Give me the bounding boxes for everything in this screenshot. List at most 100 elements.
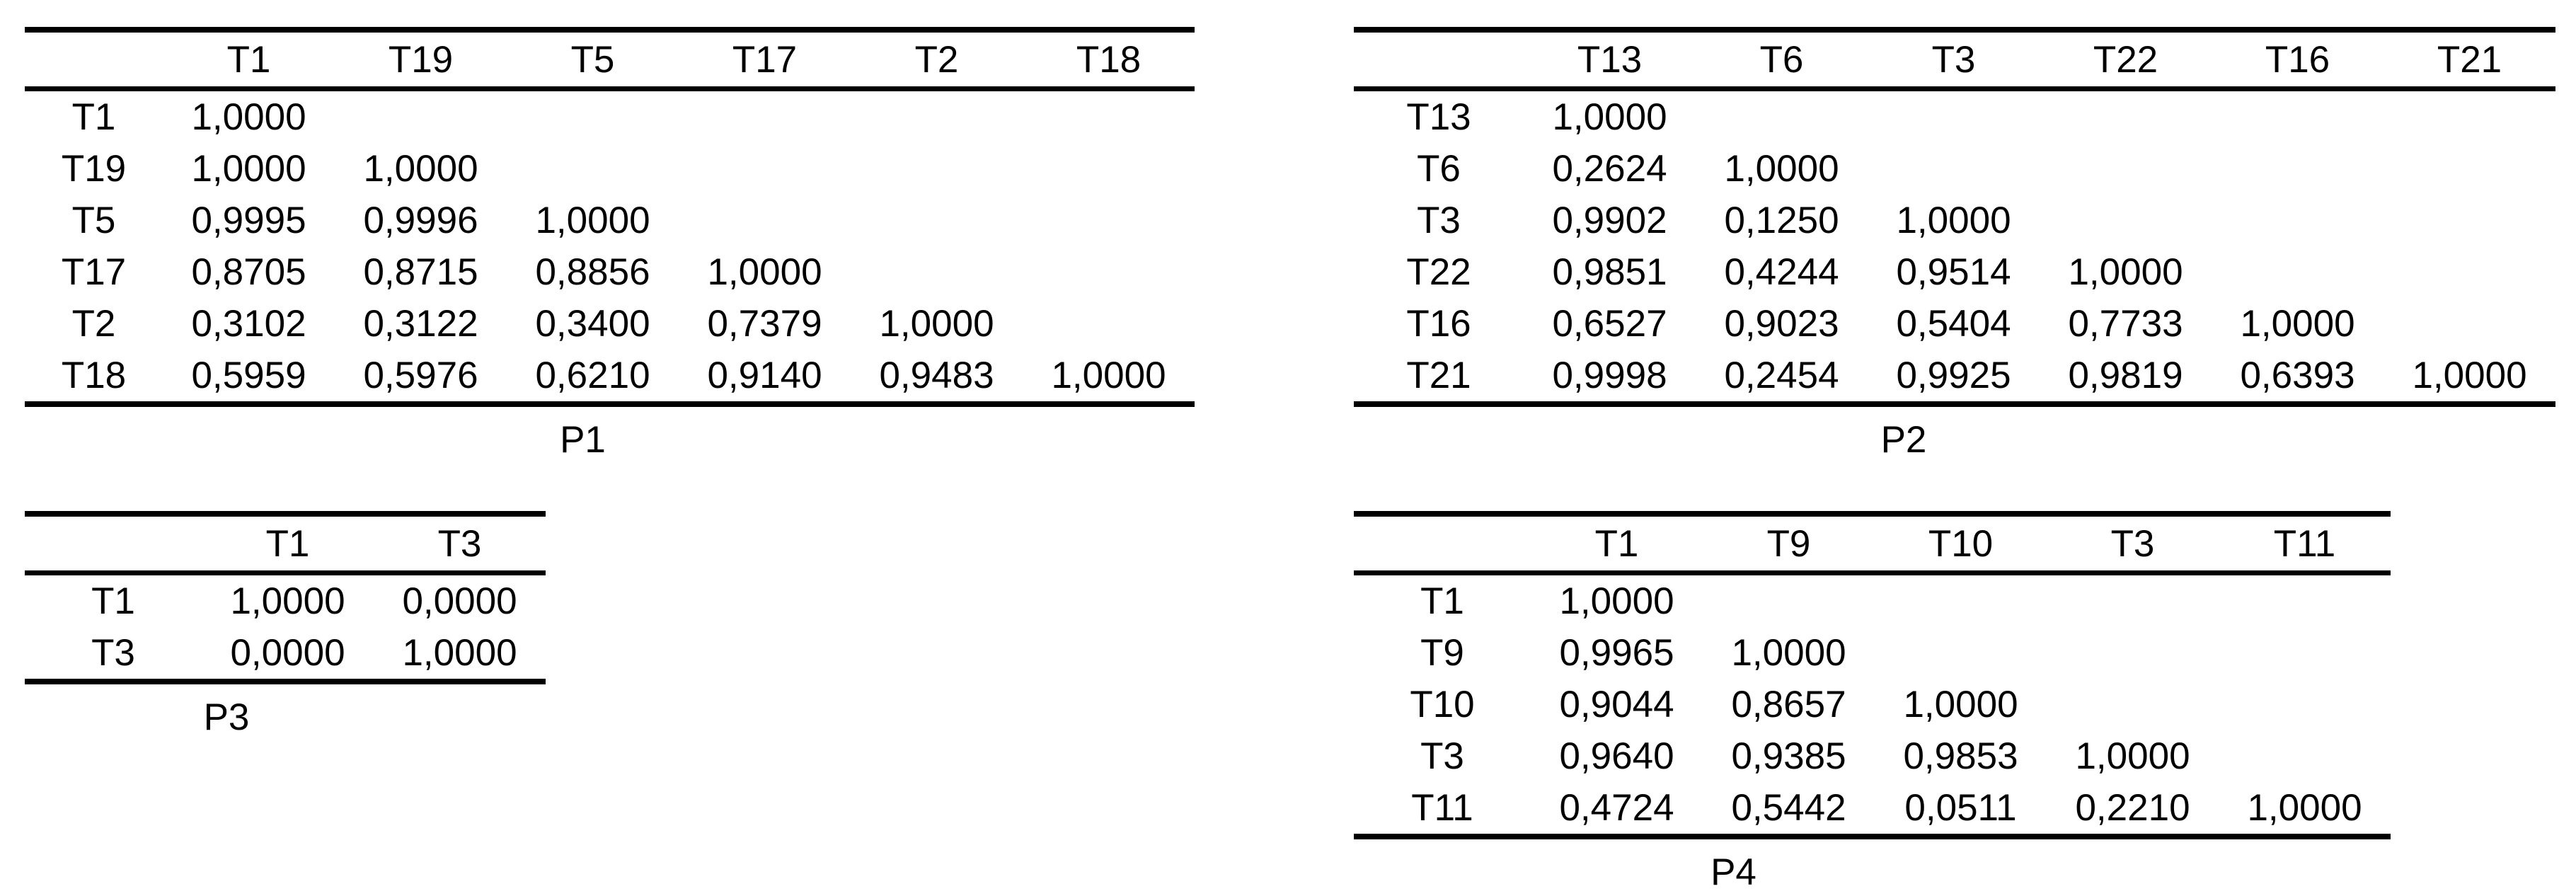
correlation-value-cell: 0,5976: [363, 355, 478, 396]
correlation-value-cell: 0,0000: [402, 580, 517, 622]
row-header: T16: [1406, 303, 1471, 345]
row-header: T3: [1417, 200, 1461, 241]
column-header: T22: [2093, 38, 2158, 81]
empty-cell: [851, 89, 1023, 144]
row-header: T2: [71, 303, 116, 345]
column-header: T18: [1076, 38, 1142, 81]
empty-cell: [1868, 143, 2040, 195]
correlation-value-cell: 1,0000: [1731, 632, 1846, 674]
row-header: T1: [91, 580, 135, 622]
row-header: T3: [91, 632, 135, 674]
correlation-table-p1: T1 T19 T5 T17 T2 T18 T1 1,0000 T19 1,0000 1,0000 T5…: [25, 27, 1195, 407]
correlation-value-cell: 0,3102: [191, 303, 306, 345]
empty-cell: [2040, 143, 2212, 195]
table-panel-p3: T1 T3 T1 1,0000 0,0000 T3 0,0000 1,0000 P3: [25, 511, 546, 739]
empty-cell: [2047, 679, 2219, 730]
correlation-value-cell: 1,0000: [1552, 96, 1667, 138]
empty-cell: [1023, 195, 1195, 246]
column-header: T1: [265, 522, 310, 565]
row-header: T13: [1406, 96, 1471, 138]
correlation-value-cell: 0,8856: [535, 251, 650, 293]
correlation-value-cell: 0,9819: [2068, 355, 2183, 396]
correlation-value-cell: 1,0000: [191, 96, 306, 138]
correlation-value-cell: 0,9851: [1552, 251, 1667, 293]
empty-cell: [851, 195, 1023, 246]
table-row: T3 0,9902 0,1250 1,0000: [1354, 195, 2555, 246]
table-caption-p1: P1: [560, 419, 606, 461]
table-caption-p3: P3: [203, 696, 250, 738]
row-header: T18: [61, 355, 127, 396]
column-header: T6: [1759, 38, 1804, 81]
table-caption-p4: P4: [1710, 851, 1756, 893]
correlation-value-cell: 1,0000: [363, 148, 478, 190]
empty-cell: [679, 143, 851, 195]
empty-cell: [2212, 89, 2384, 144]
correlation-value-cell: 1,0000: [1559, 580, 1674, 622]
empty-cell: [507, 143, 679, 195]
table-row: T21 0,9998 0,2454 0,9925 0,9819 0,6393 1,0000: [1354, 350, 2555, 404]
correlation-value-cell: 0,9483: [879, 355, 994, 396]
correlation-value-cell: 0,9853: [1903, 735, 2018, 777]
correlation-table-p4: T1 T9 T10 T3 T11 T1 1,0000 T9 0,9965 1,0000 T10 0,9…: [1354, 511, 2391, 839]
row-header: T1: [71, 96, 116, 138]
corner-cell: [25, 30, 163, 89]
table-row: T1 1,0000: [25, 89, 1195, 144]
column-header: T19: [388, 38, 454, 81]
table-row: T13 1,0000: [1354, 89, 2555, 144]
correlation-value-cell: 1,0000: [402, 632, 517, 674]
table-row: T22 0,9851 0,4244 0,9514 1,0000: [1354, 246, 2555, 298]
correlation-value-cell: 0,8705: [191, 251, 306, 293]
column-header: T21: [2437, 38, 2502, 81]
correlation-value-cell: 0,9140: [707, 355, 822, 396]
empty-cell: [1868, 89, 2040, 144]
empty-cell: [679, 195, 851, 246]
correlation-value-cell: 1,0000: [2412, 355, 2527, 396]
correlation-value-cell: 0,8657: [1731, 684, 1846, 725]
empty-cell: [851, 143, 1023, 195]
correlation-table-p2: T13 T6 T3 T22 T16 T21 T13 1,0000 T6 0,2624 1,0000 T…: [1354, 27, 2555, 407]
column-header: T3: [2110, 522, 2155, 565]
correlation-value-cell: 0,9044: [1559, 684, 1674, 725]
correlation-value-cell: 1,0000: [1051, 355, 1166, 396]
row-header: T19: [61, 148, 127, 190]
correlation-value-cell: 0,0000: [230, 632, 345, 674]
correlation-value-cell: 1,0000: [230, 580, 345, 622]
empty-cell: [2384, 89, 2555, 144]
table-row: T17 0,8705 0,8715 0,8856 1,0000: [25, 246, 1195, 298]
column-header: T3: [1931, 38, 1976, 81]
empty-cell: [2212, 195, 2384, 246]
table-row: T11 0,4724 0,5442 0,0511 0,2210 1,0000: [1354, 782, 2391, 837]
column-header: T9: [1766, 522, 1811, 565]
row-header: T3: [1420, 735, 1464, 777]
table-row: T2 0,3102 0,3122 0,3400 0,7379 1,0000: [25, 298, 1195, 350]
correlation-value-cell: 1,0000: [2075, 735, 2190, 777]
empty-cell: [2040, 195, 2212, 246]
correlation-value-cell: 0,6210: [535, 355, 650, 396]
empty-cell: [1696, 89, 1868, 144]
table-row: T3 0,0000 1,0000: [25, 627, 546, 682]
row-header: T9: [1420, 632, 1464, 674]
table-row: T9 0,9965 1,0000: [1354, 627, 2391, 679]
correlation-value-cell: 1,0000: [1724, 148, 1839, 190]
correlation-value-cell: 0,2210: [2075, 787, 2190, 829]
empty-cell: [1875, 627, 2047, 679]
table-row: T19 1,0000 1,0000: [25, 143, 1195, 195]
correlation-value-cell: 0,4244: [1724, 251, 1839, 293]
empty-cell: [2212, 246, 2384, 298]
correlation-value-cell: 0,5404: [1896, 303, 2011, 345]
correlation-value-cell: 0,5959: [191, 355, 306, 396]
empty-cell: [679, 89, 851, 144]
empty-cell: [1703, 573, 1875, 628]
empty-cell: [2219, 573, 2391, 628]
empty-cell: [335, 89, 507, 144]
column-header: T5: [570, 38, 615, 81]
row-header: T5: [71, 200, 116, 241]
corner-cell: [1354, 514, 1531, 573]
correlation-value-cell: 0,7733: [2068, 303, 2183, 345]
correlation-value-cell: 0,9998: [1552, 355, 1667, 396]
column-header: T16: [2265, 38, 2330, 81]
correlation-value-cell: 0,8715: [363, 251, 478, 293]
column-header: T13: [1577, 38, 1643, 81]
empty-cell: [1023, 143, 1195, 195]
